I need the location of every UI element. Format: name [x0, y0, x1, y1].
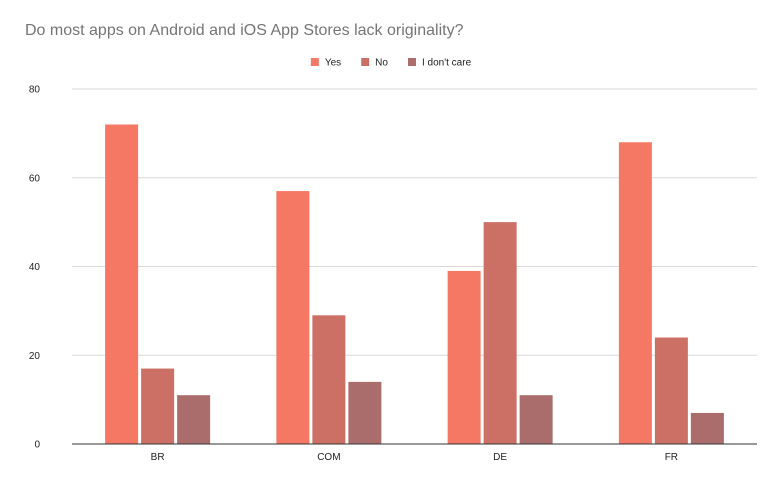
- bar: [690, 412, 724, 444]
- bar: [105, 124, 139, 444]
- bar: [447, 270, 481, 444]
- y-tick-label: 40: [29, 262, 41, 273]
- bar: [312, 315, 346, 444]
- bar: [177, 395, 211, 444]
- legend-swatch: [407, 58, 416, 66]
- legend-label: Yes: [325, 58, 341, 69]
- y-tick-label: 20: [29, 351, 41, 362]
- y-tick-label: 0: [34, 440, 40, 451]
- bar: [276, 191, 310, 444]
- bar: [519, 395, 553, 444]
- x-tick-label: FR: [665, 452, 678, 463]
- bar: [618, 142, 652, 444]
- x-tick-label: BR: [151, 452, 165, 463]
- legend-label: I don't care: [422, 58, 472, 69]
- x-tick-label: COM: [317, 452, 340, 463]
- bar: [654, 337, 688, 444]
- bar: [141, 368, 175, 444]
- y-tick-label: 80: [29, 85, 41, 96]
- legend-label: No: [375, 58, 388, 69]
- x-tick-label: DE: [493, 452, 507, 463]
- bar: [483, 222, 517, 444]
- bar: [348, 381, 382, 444]
- legend-swatch: [310, 58, 319, 66]
- legend-swatch: [361, 58, 370, 66]
- chart-title: Do most apps on Android and iOS App Stor…: [25, 22, 464, 39]
- y-tick-label: 60: [29, 173, 41, 184]
